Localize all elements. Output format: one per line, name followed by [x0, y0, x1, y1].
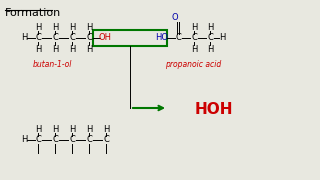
Text: H: H	[35, 22, 41, 32]
Text: C: C	[35, 136, 41, 145]
Text: OH: OH	[99, 33, 111, 42]
Text: H: H	[52, 125, 58, 134]
Text: H: H	[219, 33, 225, 42]
Text: H: H	[103, 125, 109, 134]
Text: HO: HO	[156, 33, 169, 42]
Text: H: H	[52, 22, 58, 32]
Text: O: O	[172, 14, 178, 22]
Text: H: H	[69, 22, 75, 32]
Bar	[93, 30, 167, 46]
Text: H: H	[52, 44, 58, 53]
Text: H: H	[191, 44, 197, 53]
Text: HOH: HOH	[195, 102, 234, 118]
Text: H: H	[86, 22, 92, 32]
Text: H: H	[69, 44, 75, 53]
Text: C: C	[52, 33, 58, 42]
Text: C: C	[191, 33, 197, 42]
Text: C: C	[207, 33, 213, 42]
Text: C: C	[86, 33, 92, 42]
Text: H: H	[21, 136, 27, 145]
Text: H: H	[86, 125, 92, 134]
Text: H: H	[86, 44, 92, 53]
Text: C: C	[52, 136, 58, 145]
Text: H: H	[69, 125, 75, 134]
Text: C: C	[175, 33, 181, 42]
Text: H: H	[191, 22, 197, 32]
Text: C: C	[86, 136, 92, 145]
Text: C: C	[103, 136, 109, 145]
Text: H: H	[207, 22, 213, 32]
Text: C: C	[69, 33, 75, 42]
Text: H: H	[35, 44, 41, 53]
Text: H: H	[35, 125, 41, 134]
Text: C: C	[35, 33, 41, 42]
Text: C: C	[69, 136, 75, 145]
Text: H: H	[21, 33, 27, 42]
Text: propanoic acid: propanoic acid	[165, 60, 221, 69]
Text: H: H	[207, 44, 213, 53]
Text: butan-1-ol: butan-1-ol	[32, 60, 72, 69]
Text: Formation: Formation	[5, 8, 61, 18]
